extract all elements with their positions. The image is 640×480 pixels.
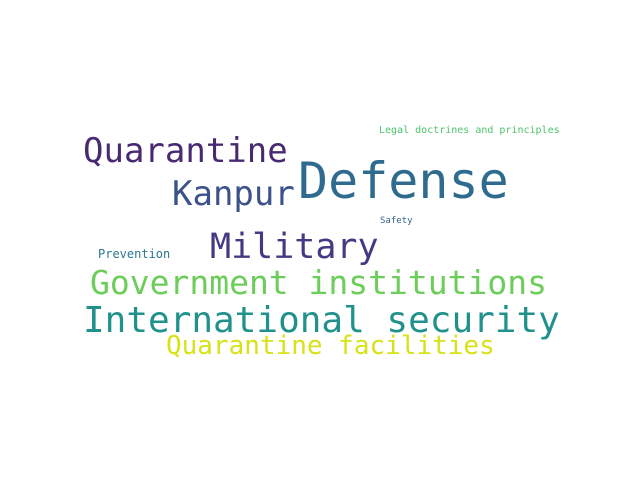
word-international-security: International security xyxy=(83,300,560,341)
word-government-institutions: Government institutions xyxy=(90,263,547,302)
word-military: Military xyxy=(210,227,379,267)
word-defense: Defense xyxy=(298,152,509,210)
word-kanpur: Kanpur xyxy=(172,174,295,214)
word-quarantine: Quarantine xyxy=(83,131,288,171)
word-quarantine-facilities: Quarantine facilities xyxy=(166,331,495,361)
word-legal-doctrines-and-principles: Legal doctrines and principles xyxy=(379,125,560,136)
word-safety: Safety xyxy=(380,216,413,226)
word-prevention: Prevention xyxy=(98,247,171,261)
